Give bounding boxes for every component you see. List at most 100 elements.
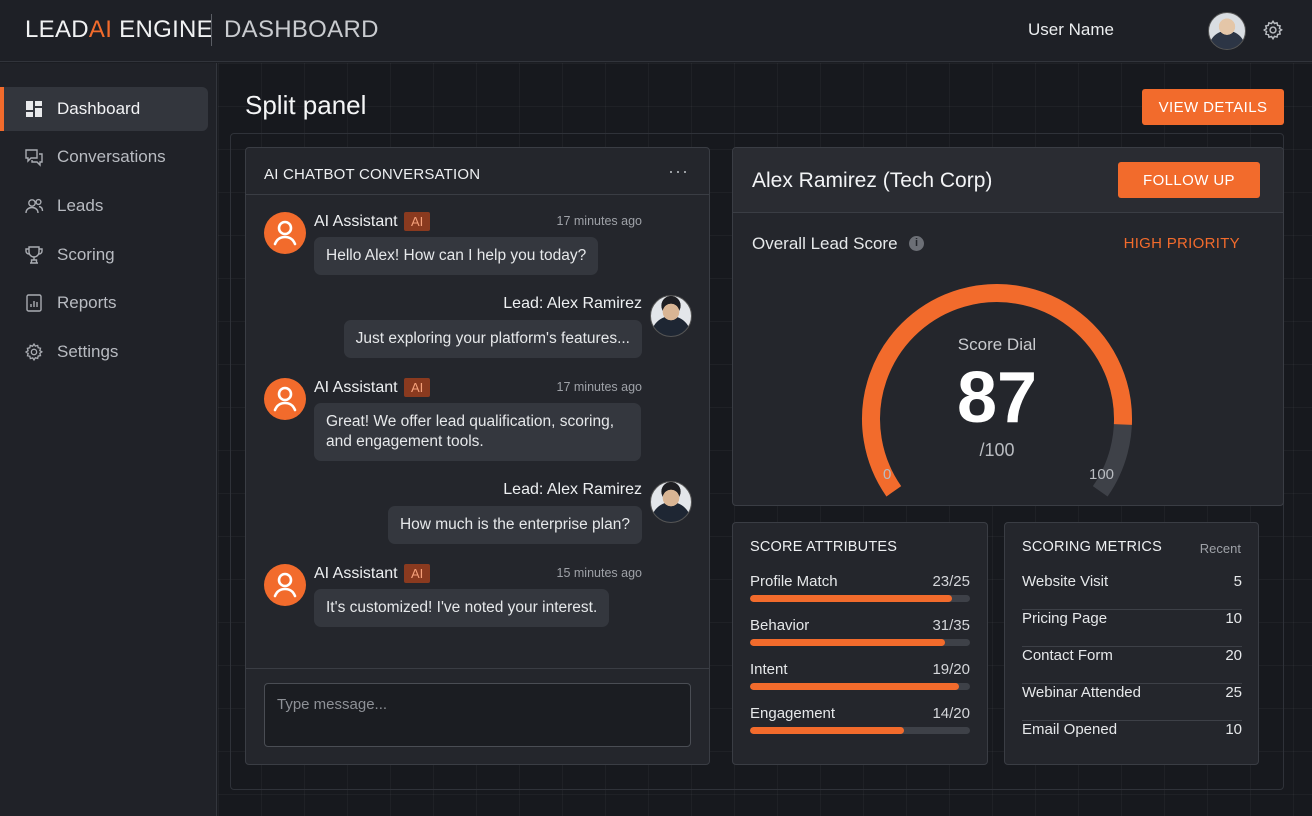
gear-icon [24, 342, 44, 362]
attribute-bar [750, 639, 970, 646]
user-name[interactable]: User Name [1028, 20, 1114, 39]
metric-name: Contact Form [1022, 647, 1113, 664]
metric-row: Website Visit 5 [1022, 573, 1242, 610]
users-icon [25, 198, 44, 214]
message-bubble: Hello Alex! How can I help you today? [314, 237, 599, 275]
attribute-name: Engagement [750, 705, 836, 722]
sidebar-item-scoring[interactable]: Scoring [0, 233, 208, 277]
attribute-bar-fill [750, 727, 904, 734]
sidebar-item-label: Reports [57, 293, 117, 312]
sidebar-item-dashboard[interactable]: Dashboard [0, 87, 208, 131]
metric-value: 20 [1225, 647, 1242, 664]
gauge-fill [862, 284, 1132, 497]
more-menu-icon[interactable]: ··· [668, 161, 689, 181]
settings-gear-icon[interactable] [1262, 19, 1284, 41]
attribute-bar [750, 683, 970, 690]
brand-logo[interactable]: LEADAI ENGINE [25, 16, 213, 44]
attribute-bar-fill [750, 639, 945, 646]
score-gauge [862, 284, 1132, 497]
sidebar-item-reports[interactable]: Reports [0, 281, 208, 325]
trophy-icon [25, 246, 43, 264]
follow-up-button[interactable]: FOLLOW UP [1118, 162, 1260, 198]
page-title: Split panel [245, 90, 367, 120]
sidebar-item-label: Settings [57, 342, 119, 361]
dial-caption: Score Dial [957, 335, 1037, 354]
message-bubble: Great! We offer lead qualification, scor… [314, 403, 641, 461]
sidebar-item-settings[interactable]: Settings [0, 330, 208, 374]
ai-badge: AI [404, 212, 431, 231]
attributes-title: SCORE ATTRIBUTES [750, 539, 898, 555]
metric-value: 10 [1225, 610, 1242, 627]
person-icon [273, 386, 297, 412]
ai-assistant-avatar [264, 564, 306, 606]
message-bubble: It's customized! I've noted your interes… [314, 589, 610, 627]
lead-header-divider [733, 212, 1283, 213]
attribute-value: 31/35 [932, 617, 970, 634]
chat-header-divider [246, 194, 709, 195]
attribute-value: 23/25 [932, 573, 970, 590]
user-avatar[interactable] [1208, 12, 1246, 50]
score-attributes-panel: SCORE ATTRIBUTES Profile Match 23/25 Beh… [732, 522, 988, 765]
sidebar-item-label: Dashboard [57, 99, 141, 118]
attribute-name: Intent [750, 661, 788, 678]
scoring-metrics-panel: SCORING METRICS Recent Website Visit 5 P… [1004, 522, 1259, 765]
message-input[interactable] [264, 683, 691, 747]
chat-footer-divider [246, 668, 709, 669]
lead-score-panel: Alex Ramirez (Tech Corp) FOLLOW UP Overa… [732, 147, 1284, 506]
chat-panel: AI CHATBOT CONVERSATION ··· AI Assistant… [245, 147, 710, 765]
sidebar-item-label: Conversations [57, 147, 166, 166]
metric-value: 5 [1233, 573, 1242, 590]
section-title: DASHBOARD [224, 16, 379, 43]
brand-prefix: LEAD [25, 16, 89, 43]
message-bubble: How much is the enterprise plan? [387, 506, 642, 544]
attribute-bar [750, 595, 970, 602]
score-label: Overall Lead Score [752, 234, 898, 253]
info-icon[interactable]: i [909, 236, 924, 251]
lead-avatar [650, 481, 692, 523]
ai-assistant-avatar [264, 212, 306, 254]
sidebar-item-label: Scoring [57, 245, 115, 264]
score-max: /100 [979, 440, 1015, 460]
ai-badge: AI [404, 378, 431, 397]
gauge-max-label: 100 [1089, 466, 1115, 483]
sidebar-item-leads[interactable]: Leads [0, 184, 208, 228]
ai-assistant-avatar [264, 378, 306, 420]
metric-row: Contact Form 20 [1022, 647, 1242, 684]
message-bubble: Just exploring your platform's features.… [343, 320, 642, 358]
attribute-name: Profile Match [750, 573, 838, 590]
metric-value: 25 [1225, 684, 1242, 701]
sidebar-item-label: Leads [57, 196, 104, 215]
attribute-bar-fill [750, 683, 959, 690]
attribute-bar [750, 727, 970, 734]
attribute-value: 19/20 [932, 661, 970, 678]
metric-row: Webinar Attended 25 [1022, 684, 1242, 721]
attribute-value: 14/20 [932, 705, 970, 722]
message-sender: Lead: Alex Ramirez [503, 295, 642, 312]
attribute-row: Engagement 14/20 [750, 705, 970, 734]
top-bar: LEADAI ENGINE DASHBOARD User Name [0, 0, 1312, 62]
message-sender: Lead: Alex Ramirez [503, 481, 642, 498]
priority-badge: HIGH PRIORITY [1123, 235, 1240, 252]
message-sender: AI Assistant [314, 565, 398, 582]
sidebar-item-conversations[interactable]: Conversations [0, 135, 208, 179]
chat-panel-title: AI CHATBOT CONVERSATION [264, 166, 481, 183]
metric-value: 10 [1225, 721, 1242, 738]
metric-name: Website Visit [1022, 573, 1109, 590]
attribute-row: Behavior 31/35 [750, 617, 970, 646]
recent-filter[interactable]: Recent [1199, 541, 1241, 556]
report-icon [26, 294, 42, 312]
metric-name: Email Opened [1022, 721, 1118, 738]
message-timestamp: 17 minutes ago [556, 380, 642, 394]
person-icon [273, 572, 297, 598]
score-value: 87 [956, 358, 1038, 438]
view-details-button[interactable]: VIEW DETAILS [1142, 89, 1284, 125]
metrics-title: SCORING METRICS [1022, 539, 1162, 555]
metric-name: Pricing Page [1022, 610, 1108, 627]
attribute-bar-fill [750, 595, 953, 602]
metric-name: Webinar Attended [1022, 684, 1141, 701]
ai-badge: AI [404, 564, 431, 583]
sidebar: Dashboard Conversations Leads Scoring Re… [0, 63, 217, 816]
gauge-min-label: 0 [883, 466, 892, 483]
metric-row: Pricing Page 10 [1022, 610, 1242, 647]
message-sender: AI Assistant [314, 379, 398, 396]
